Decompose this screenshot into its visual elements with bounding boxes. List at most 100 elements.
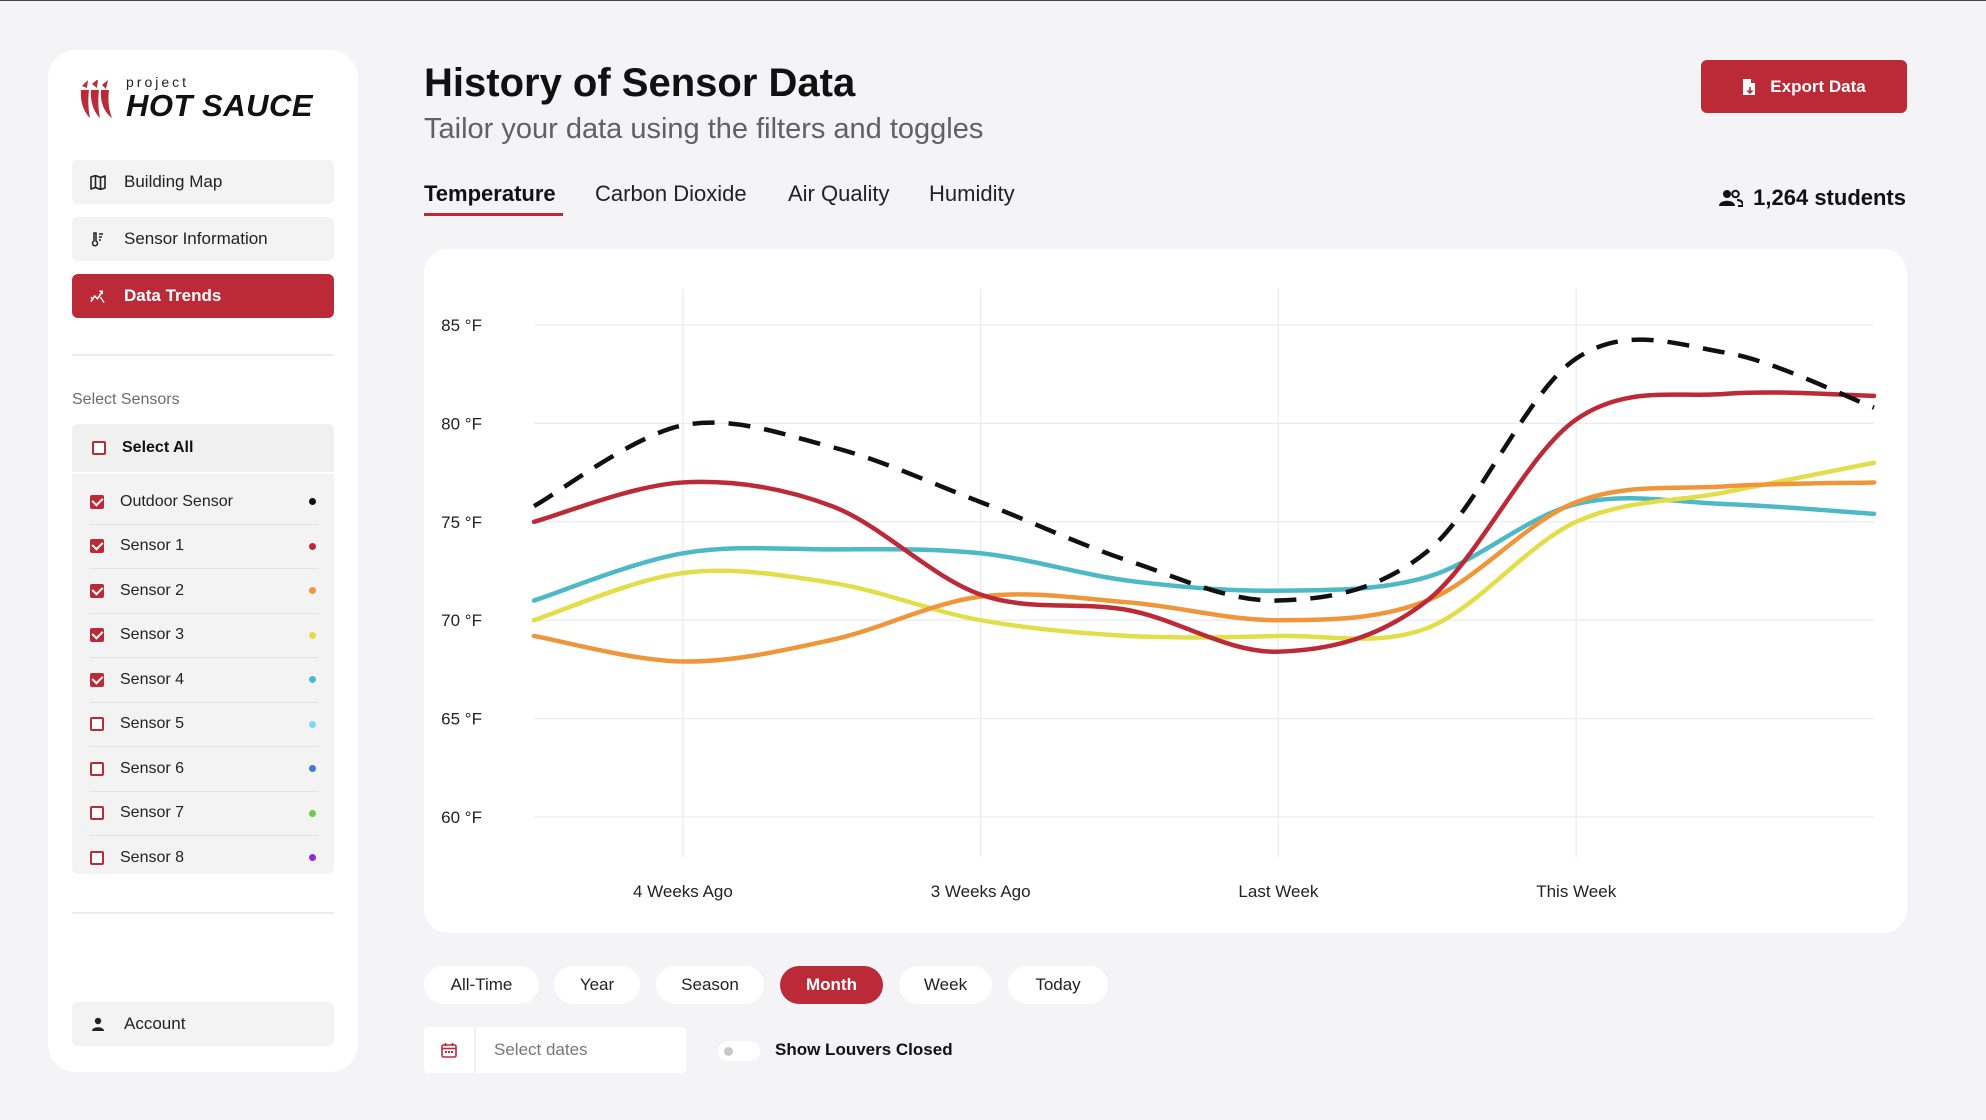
sensor-color-dot — [309, 720, 316, 728]
sensor-color-dot — [309, 587, 316, 595]
series-line-sensor-2 — [531, 480, 1877, 664]
sensor-row[interactable]: Sensor 8 — [90, 836, 318, 874]
sensor-list[interactable]: Select All Outdoor Sensor Sensor 1 Sensor … — [72, 424, 334, 874]
export-data-label: Export Data — [1770, 76, 1866, 96]
sensor-label: Sensor 5 — [120, 715, 185, 733]
select-sensors-label: Select Sensors — [72, 391, 180, 408]
pepper-logo-icon — [80, 80, 112, 118]
sensor-label: Sensor 4 — [120, 670, 185, 688]
sensor-checkbox[interactable] — [90, 628, 104, 643]
user-icon — [90, 1016, 106, 1032]
nav-data-trends[interactable]: Data Trends — [72, 274, 334, 318]
temperature-line-chart: 85 °F 80 °F 75 °F 70 °F 65 °F 60 °F 4 Weeks Ag… — [441, 289, 1877, 901]
sensor-row[interactable]: Sensor 6 — [90, 747, 318, 792]
sidebar: project HOT SAUCE Building Map Sensor In… — [48, 50, 358, 1072]
x-tick-label: This Week — [1536, 882, 1616, 901]
sensor-label: Sensor 8 — [120, 848, 185, 866]
sensor-label: Sensor 2 — [120, 581, 185, 599]
date-range-placeholder: Select dates — [494, 1040, 588, 1059]
x-tick-label: 4 Weeks Ago — [633, 882, 733, 901]
tab-air-quality[interactable]: Air Quality — [788, 181, 890, 206]
divider — [72, 912, 334, 914]
chart-card: 85 °F 80 °F 75 °F 70 °F 65 °F 60 °F 4 Weeks Ag… — [424, 249, 1907, 933]
logo-title: HOT SAUCE — [126, 88, 314, 123]
y-tick-label: 85 °F — [441, 316, 482, 335]
sensor-color-dot — [309, 542, 316, 550]
tab-humidity[interactable]: Humidity — [929, 181, 1015, 206]
series-line-sensor-1 — [531, 390, 1877, 654]
range-season[interactable]: Season — [656, 966, 764, 1004]
select-all-label: Select All — [122, 439, 194, 456]
page-subtitle: Tailor your data using the filters and t… — [424, 113, 984, 145]
sensor-row[interactable]: Sensor 5 — [90, 703, 318, 747]
sensor-checkbox[interactable] — [90, 539, 104, 554]
sensor-color-dot — [309, 765, 316, 773]
y-tick-label: 65 °F — [441, 710, 482, 729]
sensor-row[interactable]: Sensor 2 — [90, 569, 318, 614]
louvers-toggle[interactable] — [718, 1041, 760, 1061]
y-tick-label: 75 °F — [441, 513, 482, 532]
y-tick-label: 80 °F — [441, 414, 482, 433]
toggle-knob — [724, 1047, 733, 1056]
sensor-label: Sensor 1 — [120, 537, 185, 555]
sensor-color-dot — [309, 631, 316, 639]
divider — [72, 354, 334, 356]
nav-sensor-information-label: Sensor Information — [124, 229, 268, 248]
x-tick-label: 3 Weeks Ago — [931, 882, 1031, 901]
y-tick-label: 70 °F — [441, 611, 482, 630]
sensor-color-dot — [309, 854, 316, 862]
sensor-color-dot — [309, 498, 316, 506]
range-week[interactable]: Week — [899, 966, 992, 1004]
active-tab-indicator — [424, 213, 563, 216]
sensor-checkbox[interactable] — [90, 583, 104, 598]
range-all-time[interactable]: All-Time — [424, 966, 539, 1004]
sensor-row[interactable]: Outdoor Sensor — [90, 480, 318, 525]
sensor-color-dot — [309, 809, 316, 817]
users-icon — [1719, 189, 1744, 207]
sensor-checkbox[interactable] — [90, 806, 104, 821]
checkbox[interactable] — [92, 441, 106, 455]
date-range-picker[interactable]: Select dates — [424, 1027, 686, 1073]
range-year[interactable]: Year — [554, 966, 640, 1004]
sensor-label: Sensor 7 — [120, 804, 185, 822]
sensor-label: Sensor 6 — [120, 759, 185, 777]
sensor-row[interactable]: Sensor 4 — [90, 658, 318, 703]
logo-small-text: project — [126, 74, 190, 90]
page-title: History of Sensor Data — [424, 61, 856, 105]
range-today[interactable]: Today — [1008, 966, 1108, 1004]
thermometer-icon — [90, 231, 106, 247]
sensor-row[interactable]: Sensor 3 — [90, 614, 318, 658]
student-count-label: 1,264 students — [1753, 185, 1906, 210]
logo: project HOT SAUCE — [78, 74, 318, 134]
sensor-checkbox[interactable] — [90, 672, 104, 687]
calendar-icon[interactable] — [424, 1027, 476, 1073]
nav-data-trends-label: Data Trends — [124, 286, 222, 305]
export-data-button[interactable]: Export Data — [1701, 60, 1907, 113]
series-line-sensor-4 — [531, 496, 1877, 603]
sensor-color-dot — [309, 676, 316, 684]
sensor-row[interactable]: Sensor 7 — [90, 792, 318, 836]
sensor-label: Sensor 3 — [120, 626, 185, 644]
sensor-row[interactable]: Sensor 1 — [90, 525, 318, 569]
select-all-checkbox[interactable]: Select All — [72, 424, 334, 474]
sensor-checkbox[interactable] — [90, 761, 104, 776]
tab-carbon-dioxide[interactable]: Carbon Dioxide — [595, 181, 747, 206]
sensor-checkbox[interactable] — [90, 717, 104, 732]
nav-sensor-information[interactable]: Sensor Information — [72, 217, 334, 261]
x-tick-label: Last Week — [1238, 882, 1319, 901]
map-icon — [90, 174, 106, 190]
student-count: 1,264 students — [1719, 185, 1906, 211]
tab-temperature[interactable]: Temperature — [424, 181, 556, 206]
account-label: Account — [124, 1014, 186, 1033]
nav-building-map[interactable]: Building Map — [72, 160, 334, 204]
file-export-icon — [1742, 78, 1758, 96]
trend-chart-icon — [90, 288, 106, 304]
sensor-label: Outdoor Sensor — [120, 492, 233, 510]
nav-building-map-label: Building Map — [124, 172, 223, 191]
series-line-outdoor-sensor — [532, 337, 1875, 603]
sensor-checkbox[interactable] — [90, 494, 104, 509]
account-button[interactable]: Account — [72, 1002, 334, 1046]
y-tick-label: 60 °F — [441, 808, 482, 827]
range-month[interactable]: Month — [780, 966, 883, 1004]
sensor-checkbox[interactable] — [90, 850, 104, 865]
